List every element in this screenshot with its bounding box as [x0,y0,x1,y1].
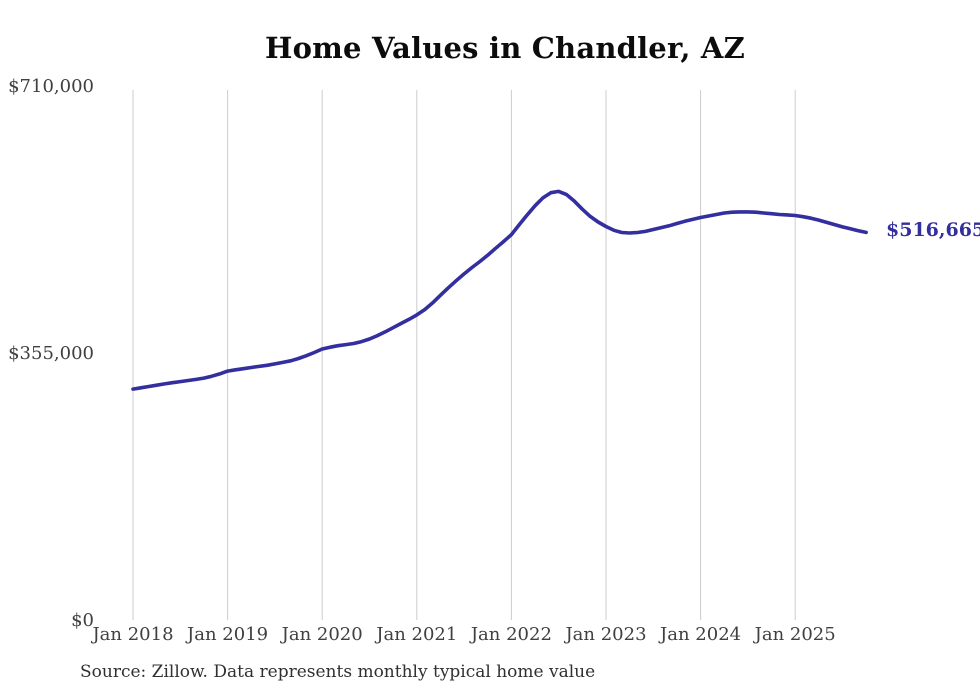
x-tick-label: Jan 2023 [565,624,647,645]
x-tick-label: Jan 2020 [281,624,363,645]
y-tick-label: $710,000 [8,76,94,97]
source-note: Source: Zillow. Data represents monthly … [80,662,596,682]
x-tick-label: Jan 2018 [92,624,174,645]
x-tick-label: Jan 2021 [376,624,458,645]
x-tick-label: Jan 2025 [754,624,836,645]
chart-title: Home Values in Chandler, AZ [265,31,745,65]
home-value-line [131,189,868,391]
x-tick-label: Jan 2019 [187,624,269,645]
y-tick-label: $355,000 [8,343,94,364]
x-tick-label: Jan 2024 [660,624,742,645]
x-tick-label: Jan 2022 [470,624,552,645]
y-tick-label: $0 [71,610,94,631]
gridlines [132,90,796,620]
end-value-label: $516,665 [886,219,980,242]
